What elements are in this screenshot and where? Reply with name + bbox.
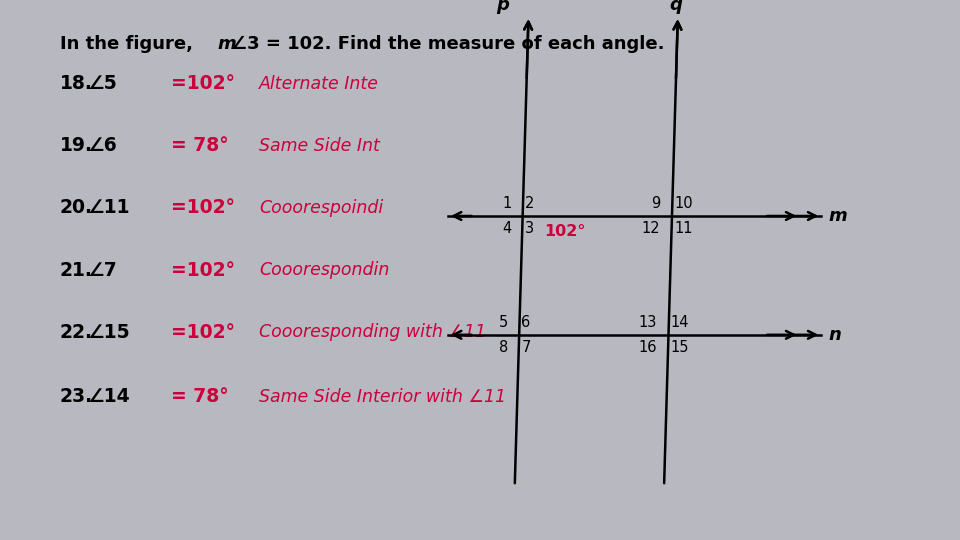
Text: =102°: =102° <box>171 260 235 280</box>
Text: 7: 7 <box>521 340 531 355</box>
Text: 8: 8 <box>498 340 508 355</box>
Text: Same Side Int: Same Side Int <box>259 137 380 155</box>
Text: 5: 5 <box>498 315 508 330</box>
Text: Cooorespondin: Cooorespondin <box>259 261 390 279</box>
Text: 4: 4 <box>502 221 512 236</box>
Text: ∠11: ∠11 <box>88 198 131 218</box>
Text: 102°: 102° <box>544 224 586 239</box>
Text: 13: 13 <box>638 315 657 330</box>
Text: 14: 14 <box>671 315 689 330</box>
Text: 18.: 18. <box>60 74 92 93</box>
Text: 15: 15 <box>671 340 689 355</box>
Text: 10: 10 <box>674 196 693 211</box>
Text: Same Side Interior with ∠11: Same Side Interior with ∠11 <box>259 388 506 406</box>
Text: 16: 16 <box>638 340 657 355</box>
Text: ∠5: ∠5 <box>88 74 117 93</box>
Text: Alternate Inte: Alternate Inte <box>259 75 379 93</box>
Text: ∠7: ∠7 <box>88 260 117 280</box>
Text: 23.: 23. <box>60 387 93 407</box>
Text: 11: 11 <box>674 221 693 236</box>
Text: =102°: =102° <box>171 74 235 93</box>
Text: 20.: 20. <box>60 198 93 218</box>
Text: m: m <box>828 207 847 225</box>
Text: 12: 12 <box>642 221 660 236</box>
Text: 3: 3 <box>525 221 534 236</box>
Text: n: n <box>828 326 841 344</box>
Text: ∠15: ∠15 <box>88 322 131 342</box>
Text: = 78°: = 78° <box>171 387 228 407</box>
Text: 6: 6 <box>521 315 531 330</box>
Text: Cooorespoindi: Cooorespoindi <box>259 199 383 217</box>
Text: ∠14: ∠14 <box>88 387 131 407</box>
Text: = 78°: = 78° <box>171 136 228 156</box>
Text: ∠3 = 102. Find the measure of each angle.: ∠3 = 102. Find the measure of each angle… <box>231 35 664 53</box>
Text: In the figure,: In the figure, <box>60 35 199 53</box>
Text: q: q <box>669 0 682 14</box>
Text: m: m <box>218 35 236 53</box>
Text: 9: 9 <box>651 196 660 211</box>
Text: =102°: =102° <box>171 198 235 218</box>
Text: 2: 2 <box>525 196 535 211</box>
Text: =102°: =102° <box>171 322 235 342</box>
Text: p: p <box>496 0 509 14</box>
Text: ∠6: ∠6 <box>88 136 117 156</box>
Text: 19.: 19. <box>60 136 93 156</box>
Text: Coooresponding with ∠11: Coooresponding with ∠11 <box>259 323 486 341</box>
Text: 21.: 21. <box>60 260 92 280</box>
Text: 1: 1 <box>502 196 512 211</box>
Text: 22.: 22. <box>60 322 93 342</box>
